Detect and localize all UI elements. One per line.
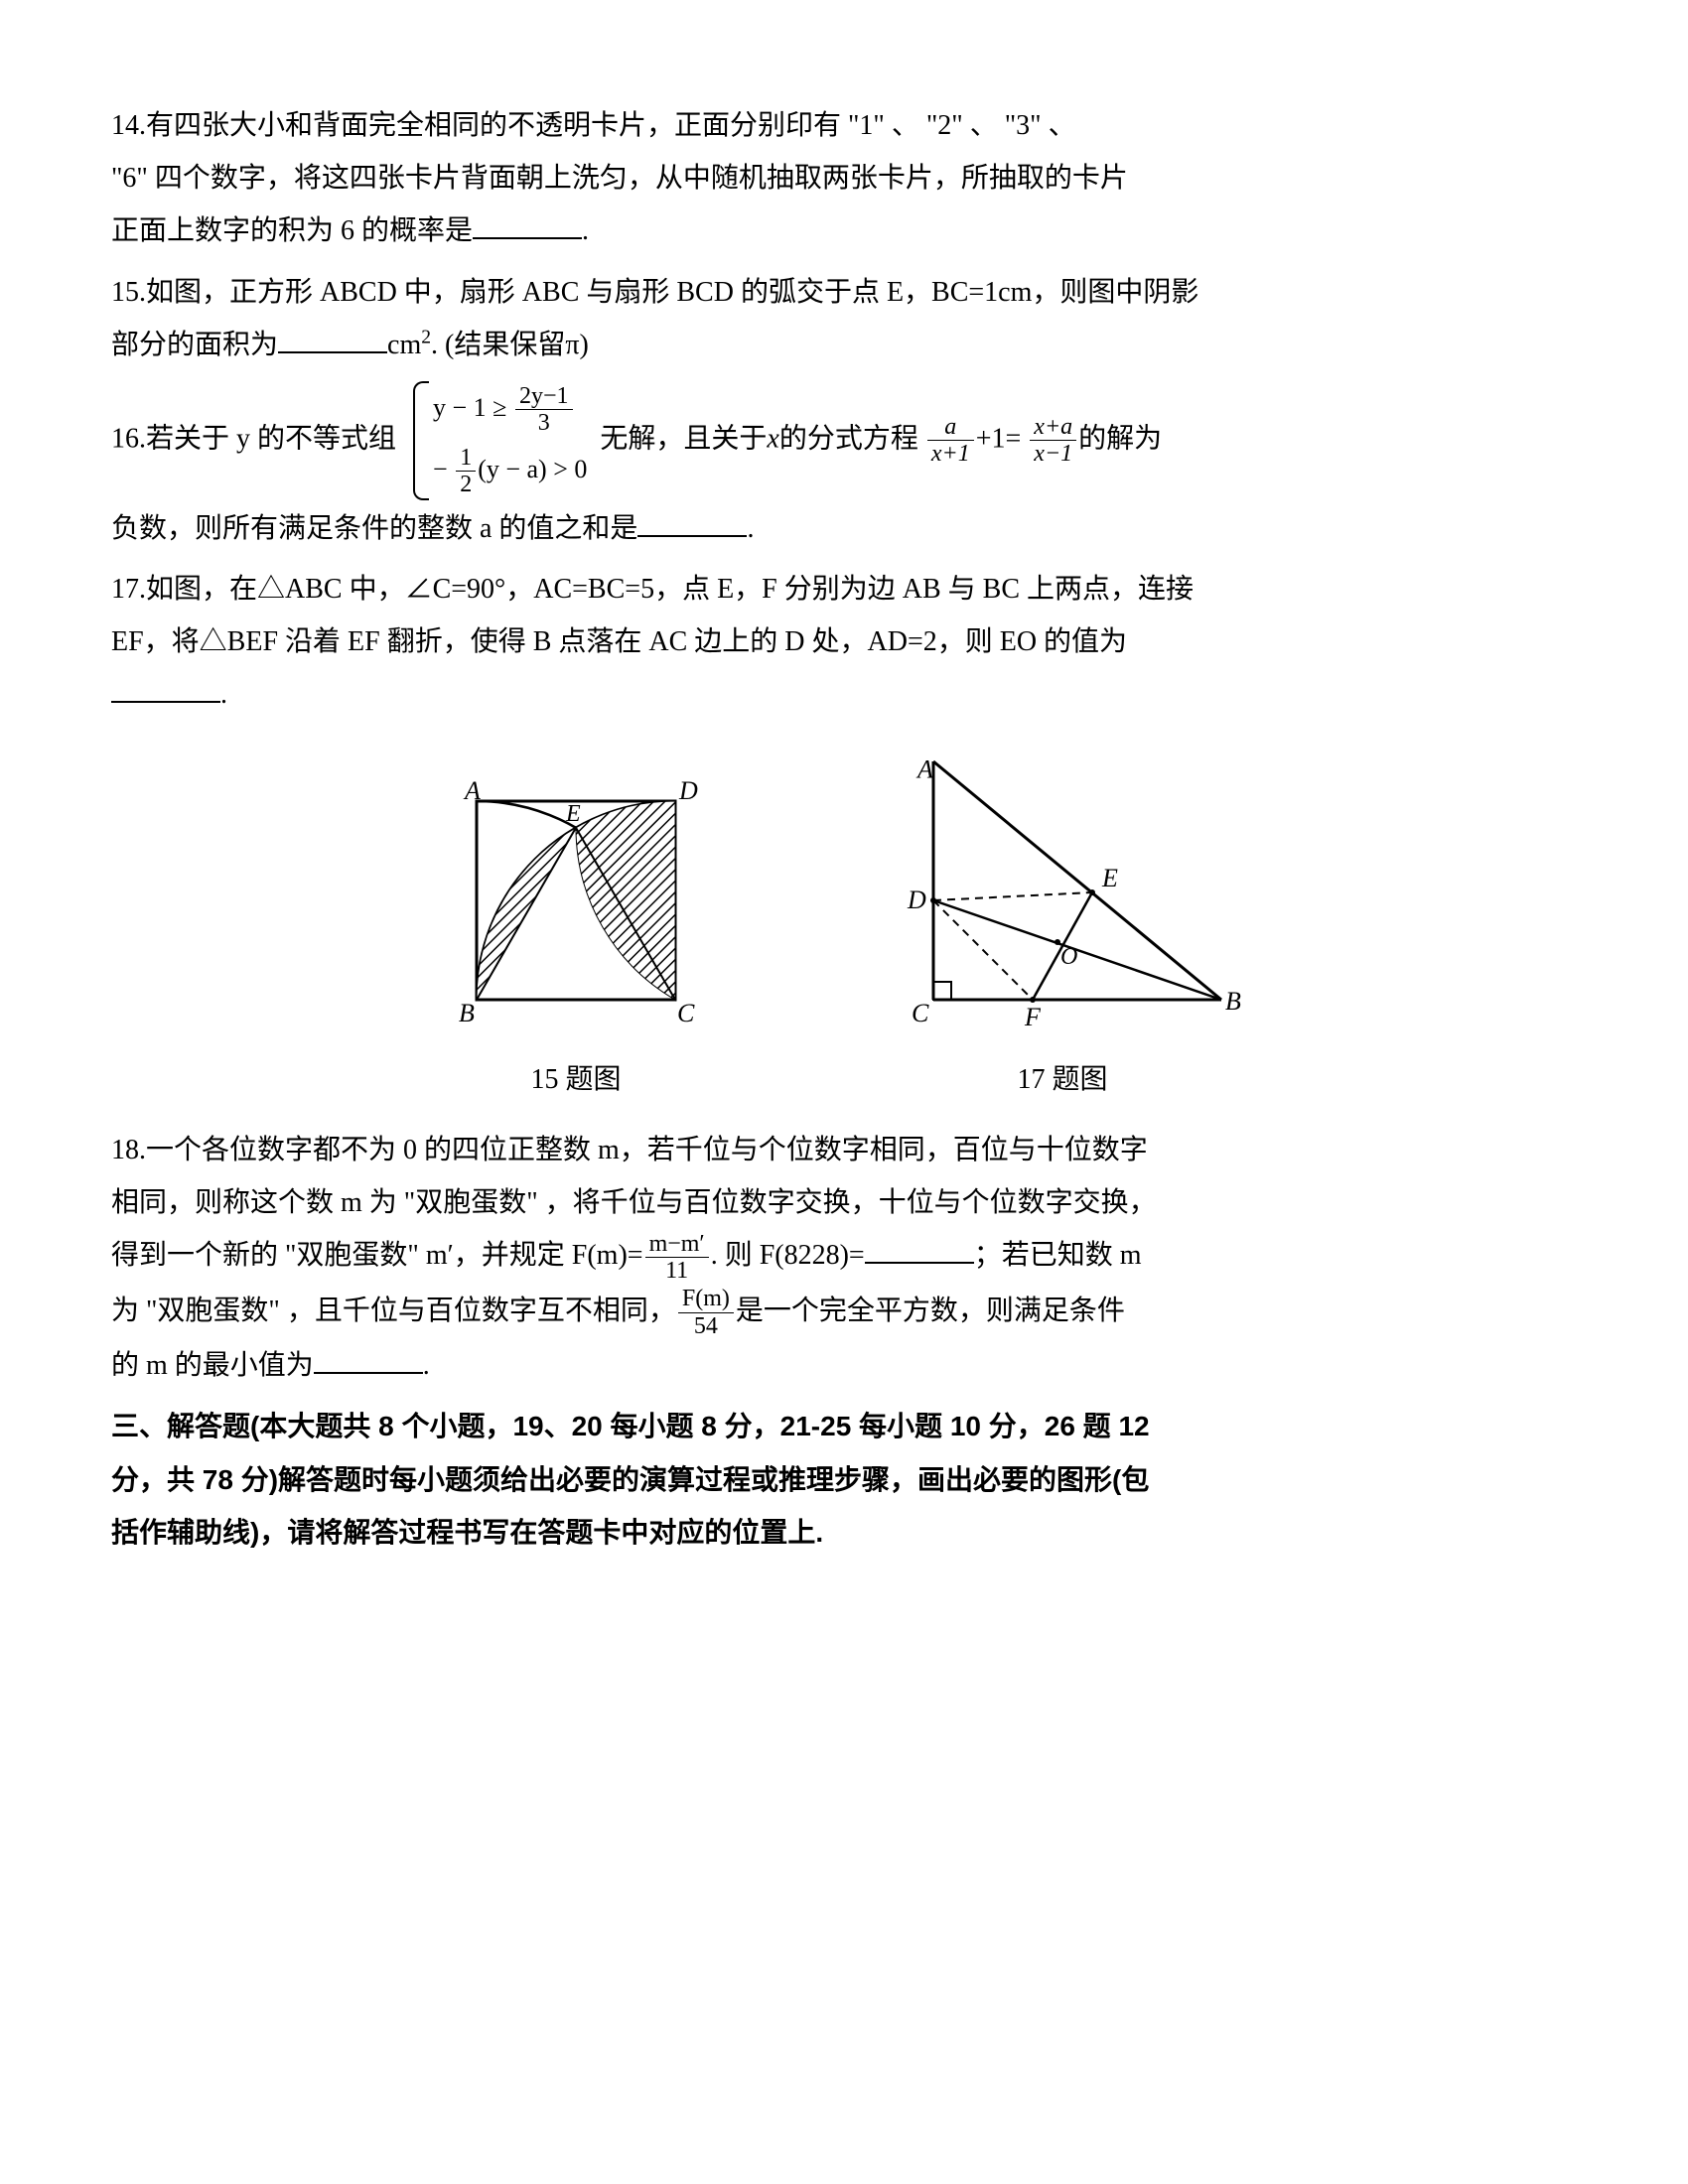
label-e: E xyxy=(1101,864,1118,892)
label-b: B xyxy=(1225,987,1241,1016)
fraction: F(m)54 xyxy=(678,1286,734,1339)
line-df xyxy=(933,900,1033,1000)
shaded-right xyxy=(576,801,675,1000)
q17-period: . xyxy=(220,679,227,710)
frac-den: x−1 xyxy=(1030,441,1076,467)
frac-num: x+a xyxy=(1030,414,1076,441)
line-de xyxy=(933,892,1092,900)
question-16: 16. 若关于 y 的不等式组 y − 1 ≥ 2y−13 − 12(y − a)… xyxy=(111,379,1577,555)
sec3-line2: 分，共 78 分)解答题时每小题须给出必要的演算过程或推理步骤，画出必要的图形(… xyxy=(111,1464,1149,1495)
q16-line2: 负数，则所有满足条件的整数 a 的值之和是 xyxy=(111,513,637,544)
figure-17: A D E O C F B 17 题图 xyxy=(884,751,1241,1106)
frac-num: a xyxy=(927,414,974,441)
q16-mid2: 的分式方程 xyxy=(779,423,918,454)
frac-den: 11 xyxy=(645,1258,709,1284)
frac-num: F(m) xyxy=(678,1286,734,1312)
question-14: 14. 有四张大小和背面完全相同的不透明卡片，正面分别印有 "1" 、 "2" 、… xyxy=(111,99,1577,258)
blank-fill xyxy=(278,324,387,353)
fraction: m−m′11 xyxy=(645,1231,709,1285)
q18-a: 一个各位数字都不为 0 的四位正整数 m，若千位与个位数字相同，百位与十位数字 xyxy=(146,1135,1148,1165)
question-15: 15.如图，正方形 ABCD 中，扇形 ABC 与扇形 BCD 的弧交于点 E，… xyxy=(111,266,1577,371)
ineq-row-1: y − 1 ≥ 2y−13 xyxy=(433,379,587,441)
q18-num: 18 xyxy=(111,1135,139,1165)
q15-tail: . (结果保留π) xyxy=(431,330,589,360)
fraction: 12 xyxy=(456,445,476,498)
q14-line1: 有四张大小和背面完全相同的不透明卡片，正面分别印有 "1" 、 "2" 、 "3… xyxy=(146,110,1076,141)
ineq2-b: (y − a) > 0 xyxy=(478,455,587,483)
var-x: x xyxy=(767,423,778,454)
q14-period: . xyxy=(582,215,589,246)
q15-num: 15 xyxy=(111,277,139,308)
blank-fill xyxy=(111,673,220,703)
q18-e: ；若已知数 m xyxy=(974,1240,1142,1271)
figure-15-caption: 15 题图 xyxy=(447,1053,705,1106)
figure-17-svg: A D E O C F B xyxy=(884,751,1241,1029)
ineq1-lhs: y − 1 ≥ xyxy=(433,393,513,422)
section-3-heading: 三、解答题(本大题共 8 个小题，19、20 每小题 8 分，21-25 每小题… xyxy=(111,1400,1577,1559)
q18-b: 相同，则称这个数 m 为 "双胞蛋数" ，将千位与百位数字交换，十位与个位数字交… xyxy=(111,1187,1157,1218)
label-d: D xyxy=(678,776,698,805)
q18-period: . xyxy=(423,1350,430,1381)
q15-sup: 2 xyxy=(421,327,431,347)
fraction: x+ax−1 xyxy=(1030,414,1076,468)
frac-num: 1 xyxy=(456,445,476,472)
label-o: O xyxy=(1060,944,1077,970)
blank-fill xyxy=(637,507,747,537)
q16-mid: 无解，且关于 xyxy=(600,423,767,454)
label-b: B xyxy=(459,999,475,1027)
q18-h: 的 m 的最小值为 xyxy=(111,1350,314,1381)
label-a: A xyxy=(463,776,481,805)
fraction: 2y−13 xyxy=(515,383,573,437)
q14-line3: 正面上数字的积为 6 的概率是 xyxy=(111,215,473,246)
inequality-system: y − 1 ≥ 2y−13 − 12(y − a) > 0 xyxy=(409,379,587,502)
blank-fill xyxy=(865,1234,974,1264)
frac-den: x+1 xyxy=(927,441,974,467)
figure-17-caption: 17 题图 xyxy=(884,1053,1241,1106)
figure-15-svg: A D B C E xyxy=(447,771,705,1029)
label-f: F xyxy=(1024,1003,1042,1029)
label-c: C xyxy=(912,999,929,1027)
q17-line1: 如图，在△ABC 中，∠C=90°，AC=BC=5，点 E，F 分别为边 AB … xyxy=(146,574,1194,605)
frac-den: 2 xyxy=(456,472,476,497)
figure-15: A D B C E 15 题图 xyxy=(447,771,705,1106)
sec3-line1: 三、解答题(本大题共 8 个小题，19、20 每小题 8 分，21-25 每小题… xyxy=(111,1411,1150,1441)
question-17: 17. 如图，在△ABC 中，∠C=90°，AC=BC=5，点 E，F 分别为边 … xyxy=(111,563,1577,722)
blank-fill xyxy=(314,1344,423,1374)
q15-line2: 部分的面积为 xyxy=(111,330,278,360)
q17-num: 17 xyxy=(111,574,139,605)
label-d: D xyxy=(907,886,926,914)
blank-fill xyxy=(473,209,582,239)
q17-line2: EF，将△BEF 沿着 EF 翻折，使得 B 点落在 AC 边上的 D 处，AD… xyxy=(111,626,1127,657)
label-c: C xyxy=(677,999,695,1027)
q16-tail: 的解为 xyxy=(1078,423,1162,454)
question-18: 18. 一个各位数字都不为 0 的四位正整数 m，若千位与个位数字相同，百位与十位… xyxy=(111,1124,1577,1393)
q14-num: 14 xyxy=(111,110,139,141)
q16-lead: 若关于 y 的不等式组 xyxy=(146,423,396,454)
q18-g: 是一个完全平方数，则满足条件 xyxy=(736,1296,1125,1326)
frac-den: 54 xyxy=(678,1313,734,1339)
ineq-row-2: − 12(y − a) > 0 xyxy=(433,441,587,502)
label-e: E xyxy=(565,801,581,827)
right-angle-icon xyxy=(933,982,951,1000)
q15-line1: 如图，正方形 ABCD 中，扇形 ABC 与扇形 BCD 的弧交于点 E，BC=… xyxy=(146,277,1198,308)
label-a: A xyxy=(915,754,933,783)
frac-num: m−m′ xyxy=(645,1231,709,1258)
frac-num: 2y−1 xyxy=(515,383,573,410)
q18-f: 为 "双胞蛋数" ，且千位与百位数字互不相同， xyxy=(111,1296,676,1326)
q18-d: . 则 F(8228)= xyxy=(711,1240,865,1271)
line-be xyxy=(477,827,576,999)
q15-unit: cm xyxy=(387,330,421,360)
q16-plus: +1= xyxy=(976,423,1029,454)
figures-row: A D B C E 15 题图 xyxy=(111,751,1577,1106)
q16-num: 16 xyxy=(111,423,139,454)
sec3-line3: 括作辅助线)，请将解答过程书写在答题卡中对应的位置上. xyxy=(111,1517,823,1548)
q14-line2: "6" 四个数字，将这四张卡片背面朝上洗匀，从中随机抽取两张卡片，所抽取的卡片 xyxy=(111,163,1128,194)
q16-period: . xyxy=(747,513,754,544)
frac-den: 3 xyxy=(515,410,573,436)
q18-c: 得到一个新的 "双胞蛋数" m′，并规定 F(m)= xyxy=(111,1240,643,1271)
ineq2-a: − xyxy=(433,455,454,483)
fraction: ax+1 xyxy=(927,414,974,468)
